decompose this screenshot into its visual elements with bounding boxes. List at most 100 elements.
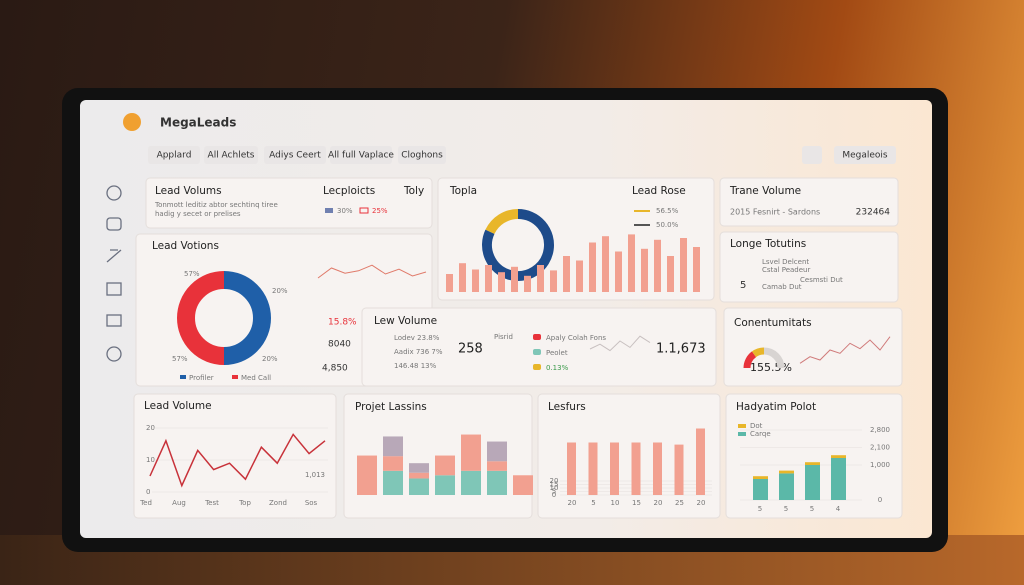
y-tick-label: 10 [550, 484, 559, 492]
x-tick-label: 20 [654, 499, 663, 507]
ring-segment [485, 209, 519, 235]
legend-swatch [634, 210, 650, 212]
nav-label[interactable]: Cloghons [401, 151, 443, 161]
side-icon[interactable] [106, 282, 122, 296]
bar [615, 251, 622, 292]
donut-label: 20% [272, 287, 288, 295]
nav-tab[interactable] [330, 146, 392, 164]
card-text: Pisrid [494, 333, 513, 341]
y-tick-label: 1,000 [870, 461, 890, 469]
nav-label[interactable]: Adiys Ceert [269, 151, 321, 161]
card-title: Lead Votions [152, 240, 219, 252]
bar [550, 270, 557, 292]
bar [653, 442, 662, 495]
bar-segment [409, 472, 429, 479]
side-icon[interactable] [106, 346, 122, 362]
legend-label: Apaly Colah Fons [546, 334, 606, 342]
row-label: 146.48 13% [394, 362, 437, 370]
card-text: Cstal Peadeur [762, 266, 810, 274]
y-tick-label: 15 [550, 481, 559, 489]
bar-segment [435, 455, 455, 476]
side-icon[interactable] [106, 217, 122, 231]
bar [696, 428, 705, 495]
card [719, 177, 899, 227]
legend-label: 30% [337, 207, 353, 215]
trend-line [149, 433, 326, 488]
bar [446, 274, 453, 292]
y-tick-label: 5 [552, 488, 556, 496]
bar [628, 234, 635, 292]
bar [641, 248, 648, 292]
nav-label[interactable]: All full Vaplace [328, 151, 394, 161]
bar [667, 256, 674, 292]
card-text: Cesmsti Dut [800, 276, 843, 284]
card-title: Topla [449, 185, 477, 197]
card-note: hadig y secet or prelises [155, 210, 241, 218]
x-tick-label: Sos [305, 499, 318, 507]
y-tick-label: 20 [550, 477, 559, 485]
legend-swatch [533, 334, 541, 340]
card-title: Lead Volums [155, 185, 222, 197]
legend-label: Med Call [241, 374, 271, 382]
x-tick-label: 5 [810, 505, 814, 513]
bar-segment [753, 479, 768, 500]
ring-segment [751, 347, 765, 358]
legend-label: 25% [372, 207, 388, 215]
nav-label[interactable]: All Achlets [208, 151, 255, 161]
ring-segment [177, 271, 225, 365]
card-text: Lsvel Delcent [762, 258, 809, 266]
column-label: Toly [403, 185, 424, 197]
x-tick-label: 5 [758, 505, 762, 513]
legend-swatch [533, 364, 541, 370]
legend-label: Carqe [750, 430, 771, 438]
bar-segment [383, 470, 403, 495]
nav-tab[interactable] [398, 146, 446, 164]
bar [631, 442, 641, 495]
y-tick-label: 2,100 [870, 444, 890, 452]
card [145, 177, 433, 229]
x-tick-label: 10 [611, 499, 620, 507]
account-button[interactable] [834, 146, 896, 164]
nav-tab[interactable] [264, 146, 326, 164]
bar-segment [357, 455, 377, 495]
bar-segment [779, 470, 794, 474]
nav-tab[interactable] [204, 146, 258, 164]
gauge-value: 155.5% [750, 361, 792, 374]
bar [472, 269, 479, 292]
card-title: Trane Volume [729, 185, 801, 197]
bar [588, 442, 598, 495]
nav-tab[interactable] [148, 146, 200, 164]
row-label: Lodev 23.8% [394, 334, 440, 342]
bar [576, 260, 583, 292]
icon-button[interactable] [802, 146, 822, 164]
bar-segment [831, 458, 846, 500]
account[interactable]: Megaleois [842, 151, 888, 161]
bar [693, 247, 700, 292]
x-tick-label: 20 [568, 499, 577, 507]
bar-segment [513, 475, 533, 495]
y-tick-label: 0 [878, 496, 882, 504]
bar [563, 256, 570, 292]
side-icon[interactable] [106, 249, 122, 263]
legend-swatch [738, 432, 746, 436]
nav-label[interactable]: Applard [157, 151, 192, 161]
x-tick-label: 5 [591, 499, 595, 507]
legend-swatch [180, 375, 186, 379]
x-tick-label: Aug [172, 499, 186, 507]
bar [524, 275, 531, 292]
trend-line [589, 335, 651, 352]
legend-label: Peolet [546, 349, 568, 357]
bar [602, 236, 609, 292]
nav: Applard All Achlets Adiys Ceert All full… [148, 146, 446, 164]
card-title: Conentumitats [734, 317, 812, 329]
bar-segment [805, 465, 820, 500]
donut-label: 20% [262, 355, 278, 363]
side-icon[interactable] [106, 185, 122, 201]
bar-segment [461, 434, 481, 471]
card-value: 1,013 [305, 471, 325, 479]
bar-segment [487, 470, 507, 495]
side-icon[interactable] [106, 314, 122, 327]
bar [674, 444, 684, 495]
donut-label: 57% [184, 270, 200, 278]
